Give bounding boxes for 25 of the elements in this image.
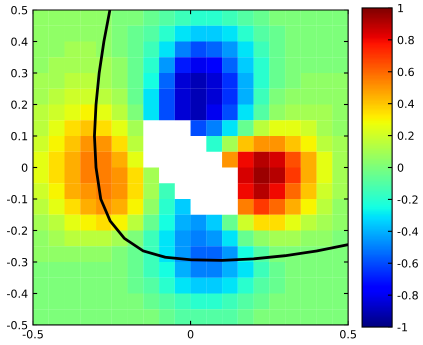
color-bar-label: -0.8 xyxy=(398,291,418,300)
y-tick-label: 0.5 xyxy=(11,6,28,14)
y-tick-label: 0 xyxy=(22,163,28,172)
x-tick-label: 0.5 xyxy=(340,330,356,338)
color-bar-label: -0.6 xyxy=(398,259,418,268)
y-tick-label: 0.2 xyxy=(11,100,28,109)
y-tick-label: 0.4 xyxy=(11,37,28,46)
y-tick-label: -0.2 xyxy=(6,226,28,235)
y-tick-label: -0.4 xyxy=(6,289,28,298)
color-bar-label: 0.8 xyxy=(398,36,414,44)
color-bar-label: -0.2 xyxy=(398,195,418,204)
color-bar-label: 0 xyxy=(398,163,404,172)
color-bar-label: 0.2 xyxy=(398,132,414,140)
color-bar-label: -0.4 xyxy=(398,227,418,236)
y-tick-label: -0.1 xyxy=(6,194,28,204)
y-tick-label: 0.1 xyxy=(11,132,28,140)
y-tick-label: 0.3 xyxy=(11,68,28,78)
x-tick-label: 0 xyxy=(188,330,194,338)
color-bar-label: 0.4 xyxy=(398,100,414,108)
y-tick-label: -0.3 xyxy=(6,258,28,266)
color-bar-label: 0.6 xyxy=(398,68,414,76)
color-bar-label: 1 xyxy=(398,4,404,12)
y-tick-label: -0.5 xyxy=(6,320,28,330)
x-tick-label: -0.5 xyxy=(22,330,43,338)
color-bar-label: -1 xyxy=(398,323,408,332)
